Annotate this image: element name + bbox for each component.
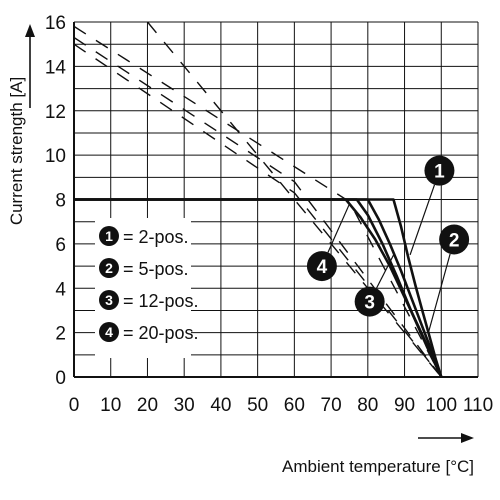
x-tick-label: 70 (321, 395, 342, 416)
y-tick-label: 2 (55, 324, 66, 345)
x-tick-label: 10 (100, 395, 121, 416)
y-tick-label: 14 (45, 57, 67, 78)
x-tick-label: 80 (357, 395, 378, 416)
x-axis-direction-arrow-head (461, 433, 474, 443)
dashed-series-layer (73, 21, 442, 378)
legend-marker-1 (99, 226, 119, 246)
x-tick-label: 110 (463, 395, 493, 416)
legend-item: 3 = 12-pos. (99, 290, 199, 311)
callout-marker-3 (354, 286, 385, 317)
legend-item: 2 = 5-pos. (99, 258, 189, 279)
legend-marker-number: 1 (105, 228, 113, 244)
x-tick-label: 40 (210, 395, 231, 416)
legend-label: = 5-pos. (123, 259, 189, 279)
series-line-1 (74, 198, 443, 378)
callout-leader-2 (427, 253, 451, 333)
callout-leader-4 (327, 203, 351, 253)
y-tick-label: 8 (55, 191, 66, 212)
y-tick-label: 6 (55, 235, 66, 256)
legend-label: = 12-pos. (123, 291, 199, 311)
legend: 1 = 2-pos. 2 = 5-pos. 3 = 12-pos. 4 = 20-pos. (95, 218, 199, 358)
callout-number: 3 (364, 293, 375, 314)
series-line-dashed-4 (73, 43, 442, 378)
y-tick-label: 10 (45, 146, 66, 167)
callout-layer: 1 2 3 4 (306, 155, 470, 333)
legend-marker-number: 2 (105, 260, 113, 276)
solid-series-layer (74, 198, 443, 378)
legend-item: 4 = 20-pos. (99, 322, 199, 343)
callout-marker-1 (424, 155, 455, 186)
callout-number: 4 (317, 257, 328, 278)
callout-number: 2 (449, 230, 460, 251)
x-tick-label: 20 (137, 395, 158, 416)
legend-marker-number: 3 (105, 292, 113, 308)
callout-leader-3 (375, 254, 395, 289)
x-tick-label: 60 (284, 395, 305, 416)
callout-number: 1 (434, 162, 445, 183)
x-tick-label: 30 (174, 395, 195, 416)
callout-marker-2 (439, 224, 470, 255)
x-axis-label: Ambient temperature [°C] (282, 457, 474, 476)
y-tick-label: 4 (55, 279, 66, 300)
callout-marker-4 (306, 251, 337, 282)
legend-marker-number: 4 (105, 324, 113, 340)
x-tick-label: 0 (69, 395, 80, 416)
series-line-2 (74, 198, 443, 378)
x-tick-label: 50 (247, 395, 268, 416)
legend-marker-4 (99, 322, 119, 342)
legend-label: = 2-pos. (123, 227, 189, 247)
y-tick-label: 0 (55, 368, 66, 389)
legend-label: = 20-pos. (123, 323, 199, 343)
y-axis-direction-arrow-head (25, 24, 35, 37)
y-axis-label: Current strength [A] (7, 77, 26, 225)
legend-item: 1 = 2-pos. (99, 226, 189, 247)
y-tick-label: 16 (45, 13, 66, 34)
series-line-dashed-2 (73, 25, 442, 378)
x-tick-label: 100 (425, 395, 457, 416)
series-line-4 (74, 198, 443, 378)
y-tick-label: 12 (45, 102, 66, 123)
x-tick-label: 90 (394, 395, 415, 416)
legend-marker-3 (99, 290, 119, 310)
legend-marker-2 (99, 258, 119, 278)
series-line-dashed-3 (73, 36, 442, 378)
callout-leader-1 (409, 184, 436, 256)
